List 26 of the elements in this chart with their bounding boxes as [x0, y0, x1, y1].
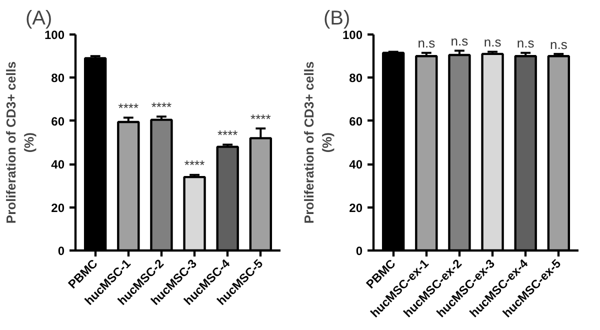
- y-tick-label: 20: [349, 200, 363, 215]
- annotation: ****: [250, 111, 271, 126]
- y-tick-label: 80: [51, 71, 65, 86]
- y-tick-label: 40: [349, 158, 363, 172]
- y-tick-label: 40: [51, 158, 65, 172]
- y-tick-label: 100: [342, 28, 363, 42]
- y-tick-label: 0: [58, 244, 65, 258]
- annotation: ****: [184, 158, 205, 173]
- annotation: ****: [151, 99, 172, 114]
- chart-title: (B): [324, 8, 350, 30]
- y-tick-label: 20: [51, 200, 65, 215]
- annotation: n.s: [450, 34, 469, 49]
- annotation: ****: [217, 128, 238, 142]
- y-tick-label: 80: [349, 71, 363, 86]
- y-axis-title: Proliferation of CD3+ cells (%): [301, 61, 334, 224]
- annotation: n.s: [550, 36, 568, 52]
- y-tick-label: 100: [44, 28, 65, 42]
- y-tick-label: 60: [51, 114, 65, 128]
- y-tick-label: 0: [356, 244, 363, 258]
- y-tick-label: 60: [349, 114, 363, 128]
- y-axis-title: Proliferation of CD3+ cells (%): [3, 61, 36, 224]
- chart-title: (A): [26, 8, 52, 30]
- annotation: n.s: [516, 36, 535, 51]
- annotation: n.s: [484, 34, 502, 50]
- annotation: n.s: [418, 36, 436, 51]
- annotation: ****: [118, 100, 139, 116]
